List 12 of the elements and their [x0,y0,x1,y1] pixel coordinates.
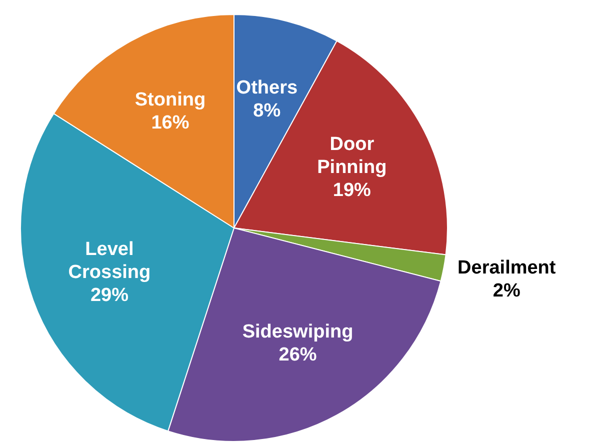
slice-label: Sideswiping [242,322,354,343]
data-label: 2% [492,280,520,302]
data-label: 26% [278,344,317,366]
data-label: 19% [332,180,372,202]
data-label: 16% [151,112,190,134]
data-label: 8% [253,100,281,122]
slice-label: Door Pinning [317,134,387,178]
slice-label: Level Crossing [68,239,151,284]
slice-label: Others [236,78,298,99]
slice-label: Derailment [458,258,556,279]
slice-label: Stoning [134,90,206,111]
data-label: 29% [90,285,129,306]
